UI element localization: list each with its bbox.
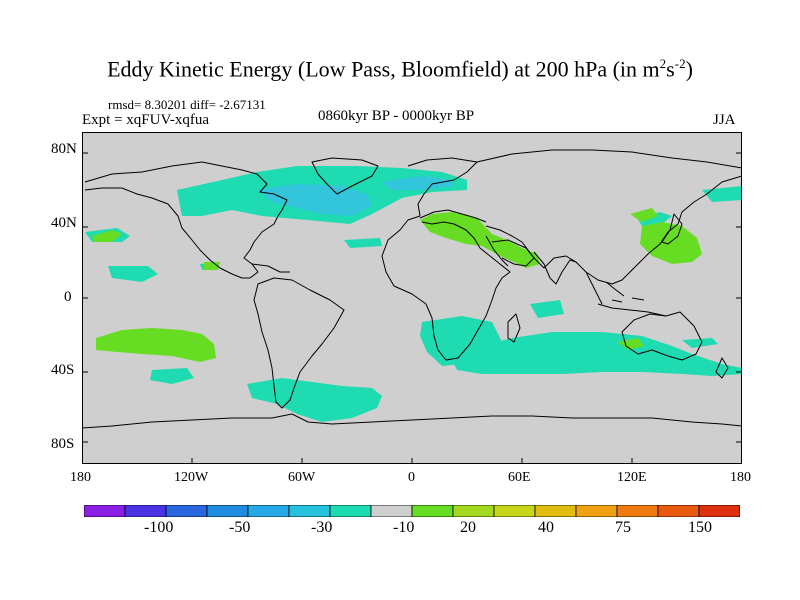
rmsd-diff-label: rmsd= 8.30201 diff= -2.67131 bbox=[108, 97, 266, 112]
colorbar-label-minus50: -50 bbox=[229, 519, 251, 536]
antarctica-coastline bbox=[82, 413, 742, 429]
coastlines bbox=[82, 149, 742, 429]
southern-ocean-negative-region bbox=[450, 332, 742, 376]
y-tick-0: 0 bbox=[64, 289, 72, 305]
greenland-coastline bbox=[311, 157, 379, 195]
mediterranean-coastline bbox=[419, 209, 487, 223]
india-coastline bbox=[533, 251, 577, 285]
y-tick-80s: 80S bbox=[51, 436, 75, 452]
colorbar-label-20: 20 bbox=[460, 519, 476, 536]
west-pacific-positive-region bbox=[92, 230, 122, 242]
drake-passage-negative-region bbox=[247, 378, 382, 422]
experiment-label: Expt = xqFUV-xqfua bbox=[82, 112, 210, 128]
mid-atlantic-spot bbox=[344, 238, 382, 248]
colorbar-swatch-1 bbox=[124, 505, 167, 517]
colorbar-swatch-2 bbox=[165, 505, 208, 517]
x-tick-120w: 120W bbox=[174, 470, 209, 485]
new-zealand-coastline bbox=[715, 357, 729, 379]
north-pacific-positive-spot bbox=[630, 208, 658, 222]
y-tick-40n: 40N bbox=[51, 215, 77, 231]
europe-africa-coastline bbox=[381, 157, 511, 361]
japan-positive-region bbox=[640, 222, 702, 264]
season-label: JJA bbox=[713, 112, 736, 128]
colorbar-swatch-10 bbox=[493, 505, 536, 517]
world-map bbox=[82, 132, 742, 464]
south-america-coastline bbox=[253, 277, 345, 409]
colorbar-label-minus10: -10 bbox=[393, 519, 415, 536]
colorbar-swatch-12 bbox=[575, 505, 618, 517]
colorbar bbox=[84, 505, 740, 517]
madagascar-coastline bbox=[507, 313, 521, 343]
south-pacific-spot bbox=[150, 368, 194, 384]
x-tick-180-left: 180 bbox=[70, 470, 91, 485]
map-frame bbox=[82, 132, 742, 464]
colorbar-label-150: 150 bbox=[688, 519, 712, 536]
asia-coastline bbox=[476, 149, 742, 285]
southern-ocean-east-spot bbox=[682, 338, 718, 348]
y-tick-40s: 40S bbox=[51, 362, 75, 378]
north-america-coastline bbox=[84, 161, 288, 279]
mediterranean-positive-region bbox=[420, 212, 540, 268]
southeast-asia-coastline bbox=[585, 271, 625, 305]
period-label: 0860kyr BP - 0000kyr BP bbox=[318, 108, 475, 124]
y-tick-80n: 80N bbox=[51, 141, 77, 157]
tropical-pacific-spot-1 bbox=[108, 266, 158, 282]
colorbar-swatch-9 bbox=[452, 505, 495, 517]
x-tick-180-right: 180 bbox=[730, 470, 751, 485]
colorbar-swatch-13 bbox=[616, 505, 659, 517]
colorbar-swatch-11 bbox=[534, 505, 577, 517]
south-pacific-positive-region bbox=[96, 328, 216, 362]
colorbar-swatch-15 bbox=[698, 505, 740, 517]
colorbar-swatch-6 bbox=[329, 505, 372, 517]
colorbar-swatch-3 bbox=[206, 505, 249, 517]
red-sea-coastline bbox=[485, 235, 509, 267]
x-tick-60w: 60W bbox=[288, 470, 316, 485]
colorbar-swatch-4 bbox=[247, 505, 290, 517]
colorbar-label-minus100: -100 bbox=[144, 519, 174, 536]
colorbar-swatch-7 bbox=[370, 505, 413, 517]
x-tick-0: 0 bbox=[408, 470, 415, 485]
anomaly-fields bbox=[85, 166, 742, 422]
colorbar-swatch-8 bbox=[411, 505, 454, 517]
chart-title: Eddy Kinetic Energy (Low Pass, Bloomfiel… bbox=[107, 56, 693, 82]
indonesia-coastline bbox=[597, 297, 667, 317]
x-tick-60e: 60E bbox=[508, 470, 531, 485]
x-tick-120e: 120E bbox=[617, 470, 647, 485]
australia-coastline bbox=[621, 311, 703, 361]
japan-coastline bbox=[661, 213, 683, 245]
colorbar-swatch-0 bbox=[84, 505, 126, 517]
colorbar-label-40: 40 bbox=[538, 519, 554, 536]
north-atlantic-core-region-2 bbox=[382, 176, 454, 190]
colorbar-label-75: 75 bbox=[615, 519, 631, 536]
indian-ocean-spot bbox=[530, 300, 564, 318]
hawaii-positive-spot bbox=[204, 262, 220, 270]
north-atlantic-core-region bbox=[257, 184, 372, 216]
caribbean-coastline bbox=[251, 263, 290, 273]
colorbar-swatch-5 bbox=[288, 505, 331, 517]
colorbar-swatch-14 bbox=[657, 505, 700, 517]
colorbar-label-minus30: -30 bbox=[311, 519, 333, 536]
